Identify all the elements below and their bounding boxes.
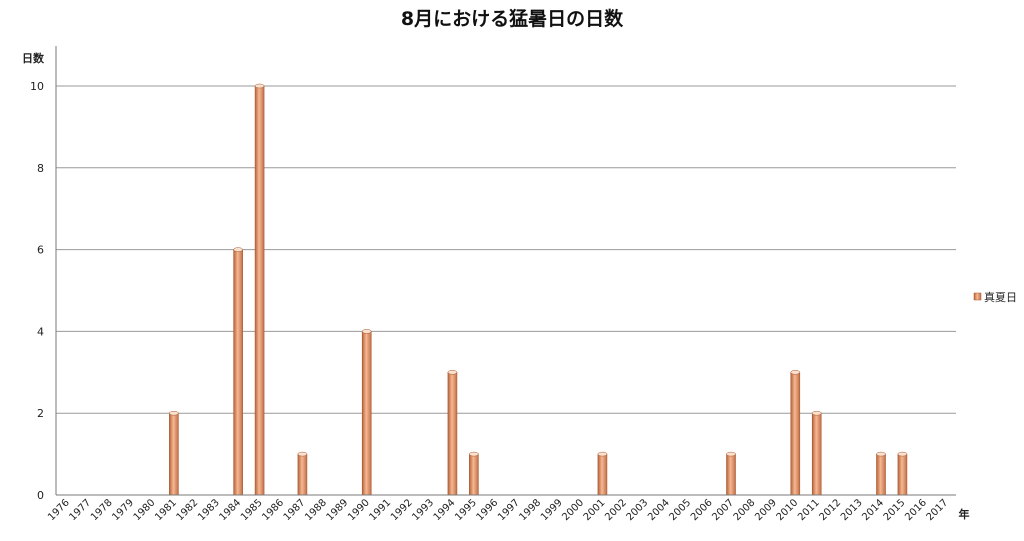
y-axis-label: 日数 [22,51,45,65]
x-tick-label: 1989 [325,497,351,523]
x-tick-label: 1983 [196,497,222,523]
x-tick-label: 2000 [560,497,586,523]
x-tick-label: 1987 [282,497,308,523]
x-tick-label: 1999 [539,497,565,523]
x-tick-label: 1992 [389,497,415,523]
bar-2014 [876,451,886,496]
x-tick-label: 1991 [367,497,393,523]
x-tick-label: 1997 [496,497,522,523]
x-tick-label: 1984 [217,497,243,523]
x-tick-label: 2004 [646,497,672,523]
x-tick-label: 2010 [775,497,801,523]
x-tick-label: 2003 [625,497,651,523]
bar-1994 [447,370,458,496]
y-tick-label: 2 [37,407,44,420]
bar-1981 [169,410,179,496]
bar-1985 [254,83,265,496]
x-tick-label: 2002 [603,497,629,523]
x-tick-label: 1988 [303,497,329,523]
y-tick-label: 6 [37,244,44,257]
y-tick-label: 10 [30,80,44,93]
bar-2007 [726,451,736,496]
bar-2015 [897,451,908,496]
legend-swatch [973,292,982,301]
y-tick-label: 4 [37,325,44,338]
bar-2001 [597,451,608,496]
x-tick-label: 2011 [796,497,822,523]
x-tick-label: 2001 [582,497,608,523]
x-tick-label: 2008 [732,497,758,523]
x-tick-label: 1996 [475,497,501,523]
legend-item: 真夏日 [973,290,1017,304]
x-tick-label: 1976 [46,497,72,523]
x-tick-label: 1986 [260,497,286,523]
y-tick-label: 0 [37,489,44,502]
x-tick-label: 2017 [925,497,951,523]
x-tick-label: 1979 [110,497,136,523]
x-tick-label: 2009 [753,497,779,523]
bar-2010 [790,370,801,496]
x-tick-label: 1977 [67,497,93,523]
x-tick-label: 1985 [239,497,265,523]
x-tick-label: 1980 [132,497,158,523]
x-tick-label: 1998 [517,497,543,523]
y-tick-label: 8 [37,162,44,175]
x-tick-label: 2007 [710,497,736,523]
bar-1990 [361,329,372,496]
x-tick-label: 1990 [346,497,372,523]
x-axis-label: 年 [959,507,970,521]
x-tick-label: 2012 [817,497,843,523]
x-tick-label: 1981 [153,497,179,523]
x-tick-label: 2016 [903,497,929,523]
bar-2011 [811,410,822,496]
bar-1995 [469,451,479,496]
x-tick-label: 1982 [175,497,201,523]
bar-1987 [297,451,308,496]
x-tick-label: 2006 [689,497,715,523]
x-tick-label: 1978 [89,497,115,523]
x-tick-label: 2005 [667,497,693,523]
x-tick-label: 2013 [839,497,865,523]
x-tick-label: 1995 [453,497,479,523]
x-tick-label: 2014 [860,497,886,523]
x-tick-label: 1993 [410,497,436,523]
x-tick-label: 2015 [882,497,908,523]
chart-title: 8月における猛暑日の日数 [401,7,624,30]
bar-1984 [233,247,243,496]
legend-label: 真夏日 [984,290,1017,304]
x-tick-label: 1994 [432,497,458,523]
